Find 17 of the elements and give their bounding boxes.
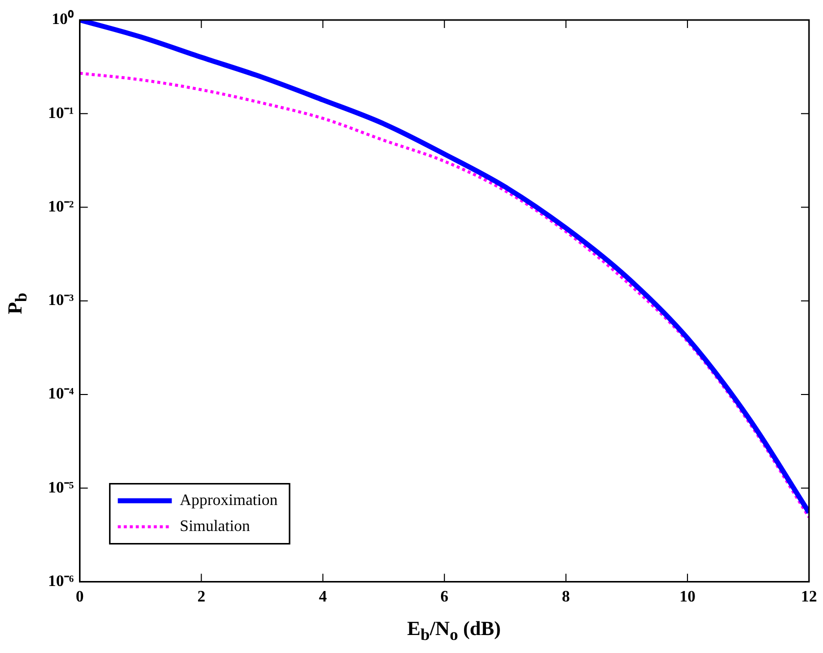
x-tick-label: 4 [318,588,327,606]
y-tick-label: 10⁻² [48,198,74,216]
legend-label: Simulation [180,518,250,536]
y-tick-label: 10⁻³ [48,292,74,310]
x-tick-label: 2 [197,588,206,606]
legend-label: Approximation [180,492,278,510]
y-tick-label: 10⁻⁵ [48,479,74,496]
x-tick-label: 10 [679,588,696,606]
x-axis-title: E$_{b}$/N$_{o}$ (dB) [406,618,502,645]
x-tick-label: 8 [562,588,570,606]
x-tick-label: 0 [76,588,84,606]
y-tick-label: 10⁻¹ [48,104,74,122]
y-tick-label: 10⁻⁴ [48,386,74,403]
x-tick-label: 12 [801,588,817,606]
x-tick-label: 6 [440,588,448,606]
y-tick-label: 10⁰ [52,10,74,28]
y-tick-label: 10⁻⁶ [48,572,74,590]
